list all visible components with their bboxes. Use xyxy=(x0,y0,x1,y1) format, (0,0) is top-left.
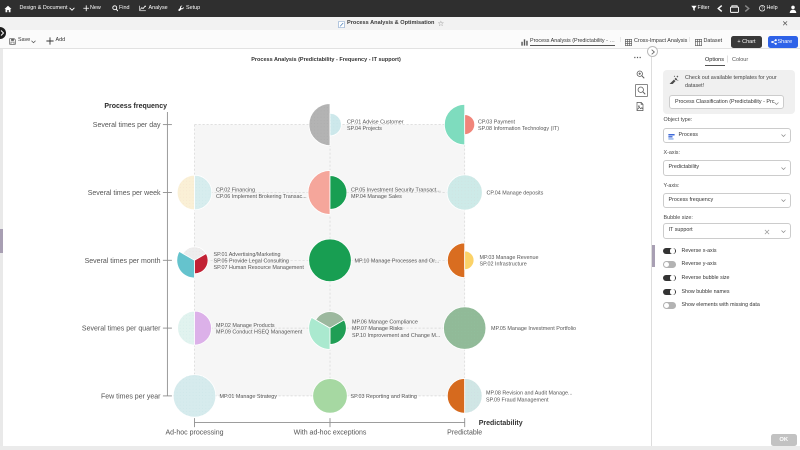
svg-text:Process Analysis (Predictabili: Process Analysis (Predictability - Frequ… xyxy=(251,57,401,63)
svg-text:MP.09 Conduct HSEQ Management: MP.09 Conduct HSEQ Management xyxy=(216,330,303,336)
svg-text:SP.04 Projects: SP.04 Projects xyxy=(347,126,382,132)
svg-text:MP.02 Manage Products: MP.02 Manage Products xyxy=(216,323,275,329)
svg-text:SP.03 Reporting and Rating: SP.03 Reporting and Rating xyxy=(351,394,417,400)
svg-text:Process frequency: Process frequency xyxy=(104,103,167,110)
svg-text:CP.05 Investment Security Tran: CP.05 Investment Security Transact... xyxy=(351,187,441,193)
svg-text:SP.10 Improvement and Change M: SP.10 Improvement and Change M... xyxy=(352,333,440,339)
svg-text:Few times per year: Few times per year xyxy=(101,393,161,400)
svg-text:Predictability: Predictability xyxy=(479,420,523,427)
svg-text:Several times per week: Several times per week xyxy=(88,190,161,197)
svg-text:MP.08 Revision and Audit Manag: MP.08 Revision and Audit Manage... xyxy=(486,391,573,397)
svg-text:?: ? xyxy=(761,6,764,11)
svg-text:SP.09 Fraud Management: SP.09 Fraud Management xyxy=(486,397,549,403)
svg-text:MP.05 Manage Investment Portfo: MP.05 Manage Investment Portfolio xyxy=(491,326,576,332)
svg-text:MP.03 Manage Revenue: MP.03 Manage Revenue xyxy=(480,255,539,261)
svg-text:CP.03 Payment: CP.03 Payment xyxy=(478,119,516,125)
svg-text:With ad-hoc exceptions: With ad-hoc exceptions xyxy=(294,429,367,436)
svg-text:MP.04 Manage Sales: MP.04 Manage Sales xyxy=(351,194,402,200)
svg-text:MP.06 Manage Compliance: MP.06 Manage Compliance xyxy=(352,320,418,326)
svg-text:CP.04 Manage deposits: CP.04 Manage deposits xyxy=(487,191,544,197)
svg-text:MP.10 Manage Processes and Or.: MP.10 Manage Processes and Or... xyxy=(355,258,440,264)
svg-text:Several times per month: Several times per month xyxy=(85,258,161,265)
svg-text:Predictable: Predictable xyxy=(447,429,482,436)
svg-text:SP.07 Human Resource Managemen: SP.07 Human Resource Management xyxy=(214,265,305,271)
svg-text:MP.07 Manage Risks: MP.07 Manage Risks xyxy=(352,326,403,332)
svg-text:CP.06 Implement Brokering Tran: CP.06 Implement Brokering Transac... xyxy=(216,194,307,200)
svg-text:SP.02 Infrastructure: SP.02 Infrastructure xyxy=(480,262,527,268)
svg-text:Several times per day: Several times per day xyxy=(93,122,161,129)
svg-text:SP.08 Information Technology (: SP.08 Information Technology (IT) xyxy=(478,126,559,132)
svg-text:Several times per quarter: Several times per quarter xyxy=(82,326,161,333)
svg-text:SP.01 Advertising/Marketing: SP.01 Advertising/Marketing xyxy=(214,252,281,258)
svg-text:MP.01 Manage Strategy: MP.01 Manage Strategy xyxy=(220,394,278,400)
svg-text:Ad-hoc processing: Ad-hoc processing xyxy=(166,429,224,436)
svg-text:SP.05 Provide Legal Consulting: SP.05 Provide Legal Consulting xyxy=(214,258,289,264)
svg-text:CP.02 Financing: CP.02 Financing xyxy=(216,187,255,193)
svg-text:CP.01 Advise Customer: CP.01 Advise Customer xyxy=(347,119,404,125)
